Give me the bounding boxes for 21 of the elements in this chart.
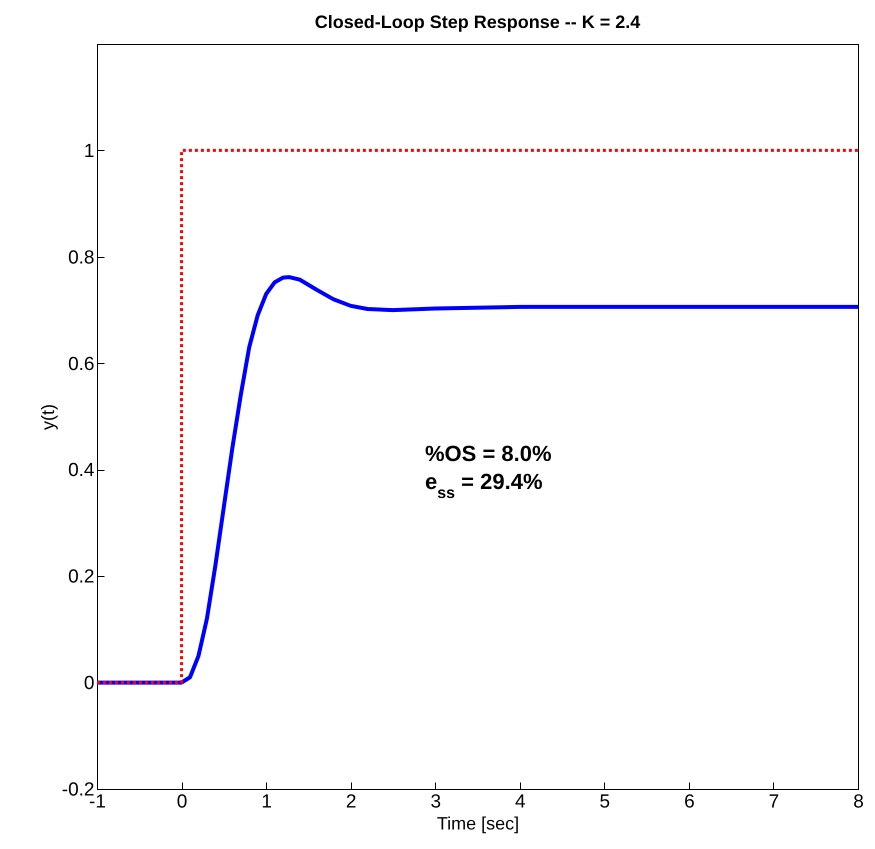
x-tick-label: 5 (600, 792, 610, 812)
annotation: %OS = 8.0% (425, 441, 552, 466)
x-tick-label: 0 (176, 792, 188, 812)
x-axis-title: Time [sec] (436, 814, 520, 834)
y-axis-title: y(t) (38, 404, 58, 430)
x-tick-label: 7 (768, 792, 780, 812)
x-tick-label: 6 (684, 792, 695, 812)
y-tick-label: 0.4 (68, 460, 95, 482)
x-tick-label: 2 (346, 792, 356, 812)
x-tick-label: 4 (514, 792, 526, 812)
line-series (97, 275, 858, 685)
y-tick-label: 0 (84, 673, 94, 694)
x-tick-label: 1 (261, 792, 272, 812)
annotation: e$_{ss}$ = 29.4% (425, 469, 542, 502)
y-tick-label: 1 (84, 140, 94, 162)
x-tick-label: 8 (853, 792, 864, 812)
chart-title: Closed-Loop Step Response -- K = 2.4 (314, 12, 640, 32)
y-tick-label: 0.2 (68, 566, 94, 588)
y-tick-label: 0.6 (68, 354, 94, 375)
x-tick-label: 3 (430, 792, 442, 812)
y-tick-label: 0.8 (68, 247, 94, 268)
